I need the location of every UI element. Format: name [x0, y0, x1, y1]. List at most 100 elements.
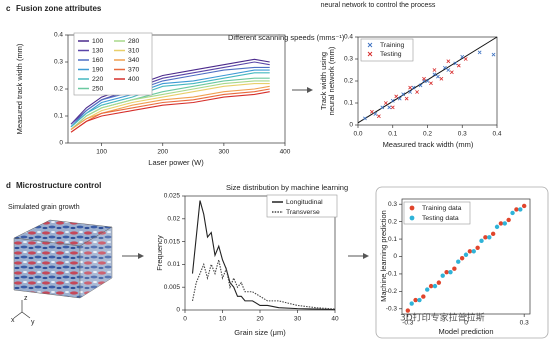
scatter-point: [418, 83, 423, 88]
scatter-point: [380, 105, 385, 110]
chart-title: Different scanning speeds (mms⁻¹): [228, 33, 345, 42]
x-tick-label: 10: [219, 316, 227, 323]
legend-swatch: [409, 215, 415, 221]
scatter-point: [502, 221, 507, 226]
scatter-point: [491, 52, 496, 57]
legend-label: Training data: [422, 205, 462, 212]
legend-label: 190: [92, 66, 104, 73]
scatter-point: [409, 301, 414, 306]
scatter-point: [425, 79, 430, 83]
x-tick-label: 0.0: [353, 131, 362, 138]
y-tick-label: 0: [59, 140, 63, 147]
data-line: [191, 200, 336, 311]
scatter-point: [415, 90, 419, 94]
scatter-point: [432, 68, 437, 72]
x-tick-label: 30: [294, 316, 302, 323]
legend-box: [403, 201, 471, 225]
legend-label: 340: [128, 57, 140, 64]
y-tick-label: 0.3: [54, 59, 63, 66]
scatter-point: [376, 114, 381, 119]
scatter-point: [428, 283, 434, 289]
legend-label: Transverse: [286, 209, 320, 216]
scatter-point: [444, 269, 449, 275]
scatter-point: [397, 96, 402, 101]
scatter-point: [408, 90, 413, 94]
scatter-point: [387, 105, 392, 110]
x-tick-label: 400: [280, 149, 291, 156]
scatter-point: [436, 280, 442, 285]
x-axis-label: Measured track width (mm): [383, 140, 474, 149]
y-tick-label: 0.2: [54, 86, 63, 93]
y-axis-label: Machine learning prediction: [379, 210, 388, 302]
x-tick-label: -0.3: [402, 320, 414, 327]
axis-triad: [13, 300, 31, 319]
scatter-point: [452, 266, 457, 271]
y-tick-label: 0.3: [388, 201, 397, 208]
legend-label: Testing data: [422, 215, 459, 222]
scatter-point: [490, 231, 496, 237]
legend-label: 160: [92, 57, 104, 64]
y-axis-label: neural network (mm): [327, 46, 336, 115]
y-tick-label: 0.3: [344, 56, 353, 63]
scatter-point: [390, 98, 395, 103]
x-tick-label: 0.1: [388, 131, 397, 138]
scatter-point: [514, 207, 519, 212]
scatter-point: [518, 207, 523, 212]
scatter-point: [383, 101, 388, 105]
scatter-point: [467, 249, 473, 254]
y-axis-label: Measured track width (mm): [15, 43, 24, 134]
data-line: [70, 66, 270, 128]
panel-box: [375, 186, 549, 339]
panel-letter: d: [6, 181, 11, 190]
x-tick-label: 0.2: [423, 131, 432, 138]
scatter-point: [487, 235, 492, 240]
scatter-point: [453, 61, 458, 66]
scatter-point: [411, 85, 416, 90]
scatter-point: [448, 269, 453, 275]
data-line: [70, 80, 270, 130]
x-tick-label: 0.3: [520, 320, 529, 327]
scatter-point: [421, 294, 426, 299]
scatter-point: [405, 308, 411, 313]
scatter-point: [446, 68, 451, 72]
data-line: [70, 91, 270, 133]
y-tick-label: 0.2: [388, 218, 397, 225]
data-line: [70, 88, 270, 133]
legend-box: [266, 194, 338, 218]
legend-swatch: [367, 42, 373, 48]
caption: neural network to control the process: [321, 2, 436, 9]
scatter-point: [494, 224, 500, 230]
x-tick-label: 40: [331, 316, 339, 323]
y-tick-label: 0.4: [344, 34, 353, 41]
y-tick-label: 0.1: [54, 113, 63, 120]
data-line: [70, 58, 270, 125]
scatter-point: [506, 217, 511, 223]
scatter-point: [373, 112, 378, 116]
x-tick-label: 100: [96, 149, 107, 156]
y-tick-label: -0.2: [386, 288, 398, 295]
x-axis-label: Laser power (W): [148, 158, 204, 167]
legend-label: 370: [128, 66, 140, 73]
scatter-point: [401, 92, 406, 97]
scatter-point: [483, 235, 488, 240]
axis-label: z: [24, 295, 28, 302]
y-tick-label: 0.015: [164, 238, 181, 245]
scatter-point: [390, 105, 395, 110]
watermark: 3D打印专家拉普拉斯: [400, 312, 485, 324]
data-line: [70, 85, 270, 130]
y-tick-label: 0: [393, 253, 397, 260]
x-tick-label: 20: [256, 316, 264, 323]
legend-label: 130: [92, 47, 104, 54]
legend-label: 100: [92, 38, 104, 45]
scatter-point: [436, 74, 440, 79]
legend-label: 220: [92, 76, 104, 83]
scatter-point: [446, 59, 451, 64]
scatter-point: [425, 287, 430, 292]
axis-label: x: [11, 317, 15, 324]
y-axis-label: Frequency: [155, 235, 164, 271]
scatter-point: [439, 76, 444, 81]
scatter-point: [440, 273, 445, 278]
legend-label: 400: [128, 76, 140, 83]
y-tick-label: 0.2: [344, 78, 353, 85]
